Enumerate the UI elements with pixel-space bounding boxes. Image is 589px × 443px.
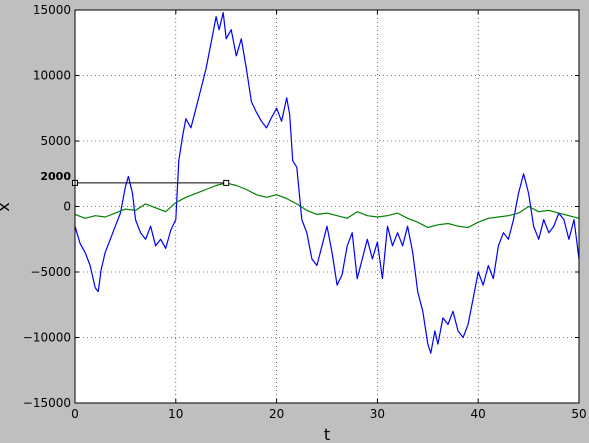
x-tick-label: 20 [269, 407, 284, 421]
y-tick-label: −15000 [23, 396, 71, 410]
x-axis-label: t [324, 425, 330, 443]
y-tick-label: −10000 [23, 331, 71, 345]
x-tick-label: 30 [370, 407, 385, 421]
y-axis-label: x [0, 202, 13, 211]
y-tick-label: −5000 [30, 265, 71, 279]
x-tick-label: 0 [71, 407, 79, 421]
y-tick-label: 15000 [33, 3, 71, 17]
x-tick-label: 50 [571, 407, 586, 421]
x-tick-label: 10 [168, 407, 183, 421]
ticks: 0 10 20 30 40 50 −15000 −10000 −5000 0 5000 10000 15… [23, 3, 587, 421]
series-layer [74, 12, 580, 354]
y-tick-label: 10000 [33, 69, 71, 83]
x-tick-label: 40 [471, 407, 486, 421]
y-tick-label: 5000 [40, 134, 71, 148]
series-line-2 [74, 182, 580, 229]
series-line-1 [74, 12, 580, 354]
grid [75, 10, 579, 403]
annotation-marker-right [223, 179, 230, 186]
y-tick-label: 0 [63, 200, 71, 214]
annotation-label: 2000 [40, 170, 71, 183]
